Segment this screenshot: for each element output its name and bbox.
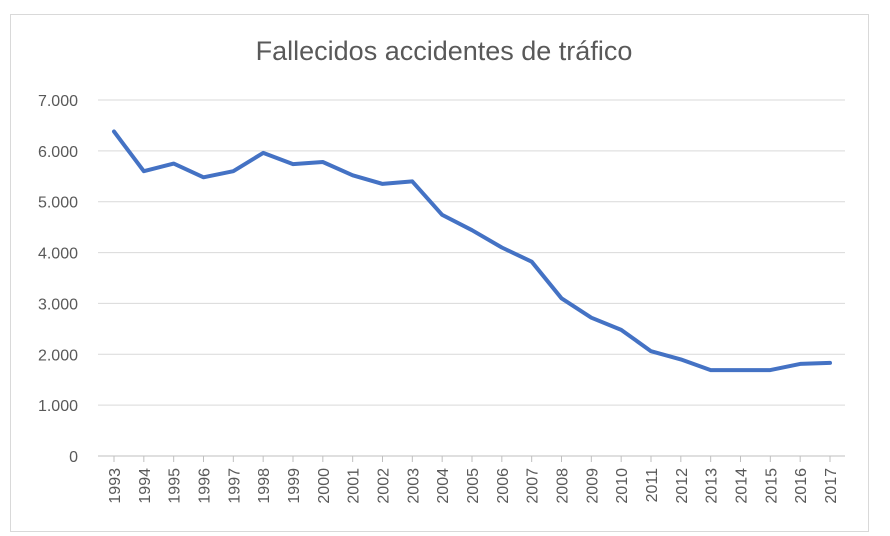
y-tick-label: 4.000 [38,246,78,263]
x-tick-label: 1999 [286,468,303,504]
x-tick-label: 2008 [555,468,572,504]
x-tick-label: 2001 [346,468,363,504]
x-tick-label: 2017 [823,468,840,504]
x-tick-label: 2003 [405,468,422,504]
x-axis: 1993 1994 1995 1996 1997 1998 1999 2000 2001 2002… [107,456,840,504]
x-tick-label: 2002 [376,468,393,504]
x-tick-label: 2012 [674,468,691,504]
x-tick-label: 2004 [435,468,452,504]
x-tick-label: 1998 [256,468,273,504]
x-tick-label: 2000 [316,468,333,504]
x-tick-label: 2016 [793,468,810,504]
y-axis: 0 1.000 2.000 3.000 4.000 5.000 6.000 7.000 [38,93,78,466]
y-tick-label: 0 [69,449,78,466]
x-tick-label: 2006 [495,468,512,504]
y-tick-label: 5.000 [38,195,78,212]
x-tick-label: 2007 [525,468,542,504]
x-tick-label: 1994 [137,468,154,504]
x-tick-label: 2013 [704,468,721,504]
x-tick-label: 2005 [465,468,482,504]
y-tick-label: 6.000 [38,144,78,161]
x-tick-label: 1995 [167,468,184,504]
gridlines [98,99,845,457]
series-line [112,129,832,373]
x-tick-label: 1997 [226,468,243,504]
x-tick-label: 2015 [763,468,780,504]
y-tick-label: 1.000 [38,398,78,415]
x-tick-label: 1993 [107,468,124,504]
x-tick-label: 2011 [644,468,661,503]
series-group [112,129,832,373]
y-tick-label: 7.000 [38,93,78,110]
x-tick-label: 2009 [584,468,601,504]
y-tick-label: 3.000 [38,296,78,313]
x-tick-label: 2010 [614,468,631,504]
y-tick-label: 2.000 [38,347,78,364]
chart-title: Fallecidos accidentes de tráfico [256,36,633,66]
x-tick-label: 2014 [734,468,751,504]
x-tick-label: 1996 [197,468,214,504]
